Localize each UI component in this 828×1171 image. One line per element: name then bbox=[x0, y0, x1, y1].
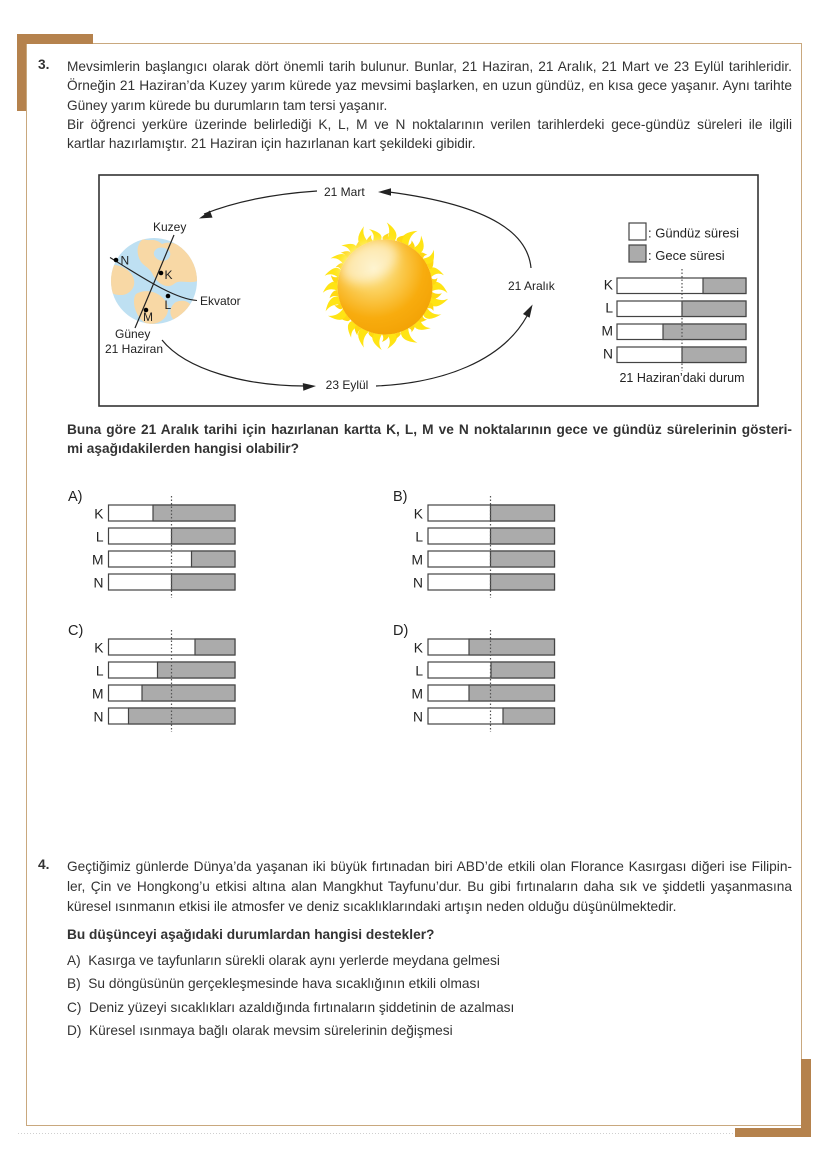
svg-text:23 Eylül: 23 Eylül bbox=[326, 378, 369, 392]
svg-text:M: M bbox=[412, 686, 424, 701]
svg-text:K: K bbox=[94, 640, 104, 655]
svg-text:K: K bbox=[414, 640, 424, 655]
svg-text:N: N bbox=[413, 575, 423, 590]
svg-text:: Gündüz süresi: : Gündüz süresi bbox=[648, 226, 739, 241]
svg-text:N: N bbox=[603, 347, 613, 362]
svg-text:L: L bbox=[605, 301, 613, 316]
svg-text:M: M bbox=[92, 552, 104, 567]
svg-text:M: M bbox=[143, 310, 153, 324]
svg-text:A): A) bbox=[68, 489, 83, 505]
svg-text:M: M bbox=[602, 324, 614, 339]
svg-text:21 Aralık: 21 Aralık bbox=[508, 279, 556, 293]
svg-text:21 Haziran’daki durum: 21 Haziran’daki durum bbox=[619, 371, 744, 385]
svg-text:N: N bbox=[94, 709, 104, 724]
svg-text:C): C) bbox=[68, 623, 83, 639]
svg-text:L: L bbox=[165, 298, 172, 312]
svg-text:D): D) bbox=[393, 623, 408, 639]
svg-text:K: K bbox=[414, 506, 424, 521]
svg-text:M: M bbox=[412, 552, 424, 567]
svg-text:Kuzey: Kuzey bbox=[153, 220, 186, 234]
svg-text:N: N bbox=[413, 709, 423, 724]
svg-text:K: K bbox=[165, 268, 173, 282]
svg-text:21 Haziran: 21 Haziran bbox=[105, 342, 163, 356]
svg-text:Ekvator: Ekvator bbox=[200, 294, 241, 308]
svg-text:N: N bbox=[94, 575, 104, 590]
svg-text:L: L bbox=[415, 529, 423, 544]
svg-text:K: K bbox=[94, 506, 104, 521]
svg-text:21 Mart: 21 Mart bbox=[324, 185, 365, 199]
svg-text:B): B) bbox=[393, 489, 408, 505]
svg-text:M: M bbox=[92, 686, 104, 701]
svg-text:K: K bbox=[604, 278, 614, 293]
svg-text:Güney: Güney bbox=[115, 327, 150, 341]
svg-text:L: L bbox=[96, 663, 104, 678]
svg-text:N: N bbox=[121, 254, 130, 268]
svg-text:L: L bbox=[96, 529, 104, 544]
svg-text:L: L bbox=[415, 663, 423, 678]
svg-text:: Gece süresi: : Gece süresi bbox=[648, 248, 725, 263]
